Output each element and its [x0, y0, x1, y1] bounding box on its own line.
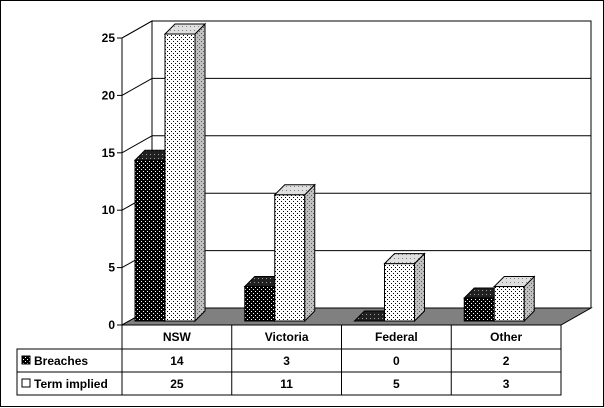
gridline-side [121, 135, 153, 154]
bar-face [463, 297, 495, 322]
category-label: Federal [375, 330, 418, 344]
bar-term-implied-other [493, 275, 536, 323]
y-tick-label: 5 [108, 261, 115, 275]
bar-face [244, 286, 276, 322]
bar-face [274, 194, 306, 322]
bar-term-implied-nsw [163, 22, 207, 323]
bar-face [164, 33, 196, 322]
bar-top [383, 253, 426, 265]
data-value-label: 3 [503, 377, 510, 391]
category-label: Victoria [265, 330, 309, 344]
bar-term-implied-victoria [273, 183, 316, 323]
bar-side [304, 183, 316, 323]
data-value-label: 2 [503, 354, 510, 368]
chart-bars [133, 22, 536, 323]
bar-face [134, 159, 166, 322]
category-label: Other [490, 330, 522, 344]
bar-top [163, 23, 207, 35]
bar-face [493, 286, 525, 322]
gridline-side [121, 20, 153, 39]
y-tick-label: 0 [108, 318, 115, 332]
data-value-label: 14 [170, 354, 184, 368]
y-tick-label: 20 [102, 88, 116, 102]
data-value-label: 0 [393, 354, 400, 368]
gridline-side [121, 77, 153, 96]
y-tick-label: 25 [102, 31, 116, 45]
legend-label: Breaches [34, 354, 88, 368]
back-wall [151, 20, 592, 309]
bar-side [414, 252, 425, 323]
data-value-label: 25 [170, 377, 184, 391]
category-label: NSW [163, 330, 192, 344]
legend-label: Term implied [34, 377, 108, 391]
bar-top [493, 276, 536, 288]
y-tick-label: 15 [102, 146, 116, 160]
legend-swatch [21, 378, 31, 388]
bar-side [194, 22, 206, 323]
data-value-label: 11 [280, 377, 293, 391]
chart-back-wall: 0 5 10 15 20 25 [102, 20, 593, 332]
data-value-label: 3 [283, 354, 290, 368]
bar-face [384, 263, 415, 322]
bar-top [273, 184, 316, 196]
data-table: NSW Victoria Federal Other Breaches 14 3 0 2 Term… [16, 324, 562, 396]
bar-term-implied-federal [383, 252, 426, 323]
data-value-label: 5 [393, 377, 400, 391]
y-tick-label: 10 [102, 203, 116, 217]
legend-swatch [21, 355, 31, 365]
